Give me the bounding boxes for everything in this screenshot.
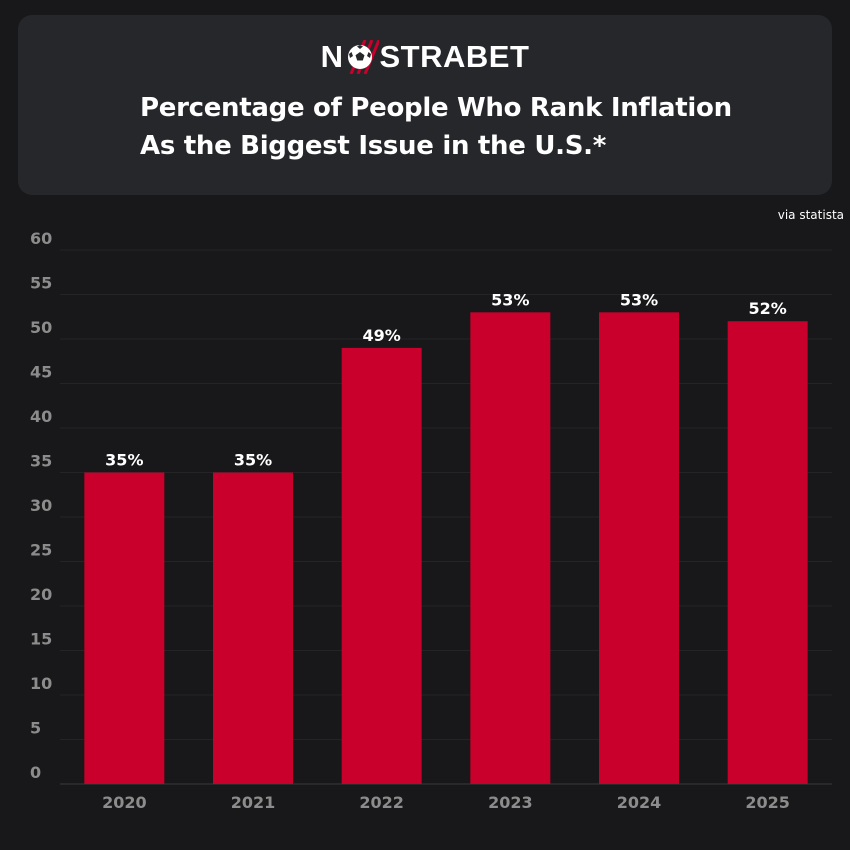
x-tick-label: 2022 <box>359 793 404 812</box>
bar <box>599 312 679 784</box>
y-tick-label: 45 <box>30 363 52 382</box>
data-label: 35% <box>105 451 143 470</box>
x-tick-label: 2023 <box>488 793 533 812</box>
chart-title-line-2: As the Biggest Issue in the U.S.* <box>140 131 607 161</box>
data-label: 53% <box>620 290 658 309</box>
y-tick-label: 60 <box>30 229 52 248</box>
brand-logo: N STRABET <box>18 37 832 77</box>
y-tick-label: 35 <box>30 452 52 471</box>
data-label: 52% <box>749 299 787 318</box>
logo-text-right: STRABET <box>379 39 530 74</box>
chart-title: Percentage of People Who Rank Inflation … <box>140 89 780 165</box>
bar <box>341 347 422 784</box>
x-tick-label: 2024 <box>617 793 662 812</box>
header-card: N STRABET Percentage of People Who Rank … <box>18 15 832 195</box>
y-tick-label: 0 <box>30 763 41 782</box>
chart-title-line-1: Percentage of People Who Rank Inflation <box>140 93 732 123</box>
y-tick-label: 15 <box>30 630 52 649</box>
y-tick-label: 10 <box>30 674 52 693</box>
soccer-ball-icon <box>347 40 379 74</box>
data-label: 49% <box>363 326 401 345</box>
source-note: via statista <box>777 208 844 222</box>
y-tick-label: 30 <box>30 496 52 515</box>
x-tick-label: 2020 <box>102 793 147 812</box>
bar <box>727 321 808 784</box>
data-label: 53% <box>491 290 529 309</box>
y-tick-label: 5 <box>30 719 41 738</box>
y-tick-label: 50 <box>30 318 52 337</box>
y-tick-label: 25 <box>30 541 52 560</box>
y-tick-label: 55 <box>30 274 52 293</box>
logo-text-left: N <box>320 39 344 74</box>
bar <box>84 472 165 784</box>
x-tick-label: 2021 <box>231 793 276 812</box>
bar <box>470 312 551 784</box>
y-tick-label: 40 <box>30 407 52 426</box>
data-label: 35% <box>234 451 272 470</box>
y-tick-label: 20 <box>30 585 52 604</box>
x-tick-label: 2025 <box>745 793 790 812</box>
bar <box>213 472 293 784</box>
